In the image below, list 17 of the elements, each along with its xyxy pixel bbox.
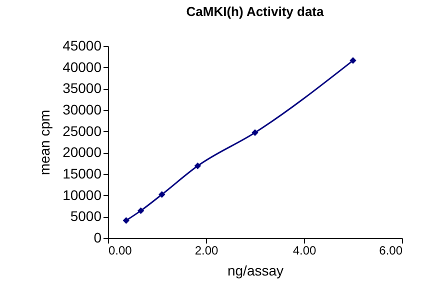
- y-tick-label: 10000: [62, 186, 102, 203]
- y-tick-label: 35000: [62, 80, 102, 96]
- x-tick-label: 6.00: [379, 244, 403, 258]
- x-tick-label: 4.00: [292, 244, 316, 258]
- y-tick-label: 25000: [62, 122, 102, 139]
- y-tick-label: 40000: [62, 58, 102, 75]
- y-tick-label: 45000: [62, 38, 102, 54]
- y-tick-label: 30000: [62, 102, 102, 118]
- x-tick-label: 0.00: [108, 244, 132, 258]
- x-axis-title: ng/assay: [227, 262, 284, 278]
- y-tick-label: 0: [94, 230, 102, 246]
- y-axis-title: mean cpm: [36, 110, 53, 176]
- y-tick-label: 15000: [62, 166, 102, 182]
- y-tick-label: 20000: [62, 144, 102, 160]
- x-tick-label: 2.00: [194, 244, 218, 258]
- y-tick-label: 5000: [70, 208, 102, 224]
- chart-title: CaMKI(h) Activity data: [186, 4, 325, 19]
